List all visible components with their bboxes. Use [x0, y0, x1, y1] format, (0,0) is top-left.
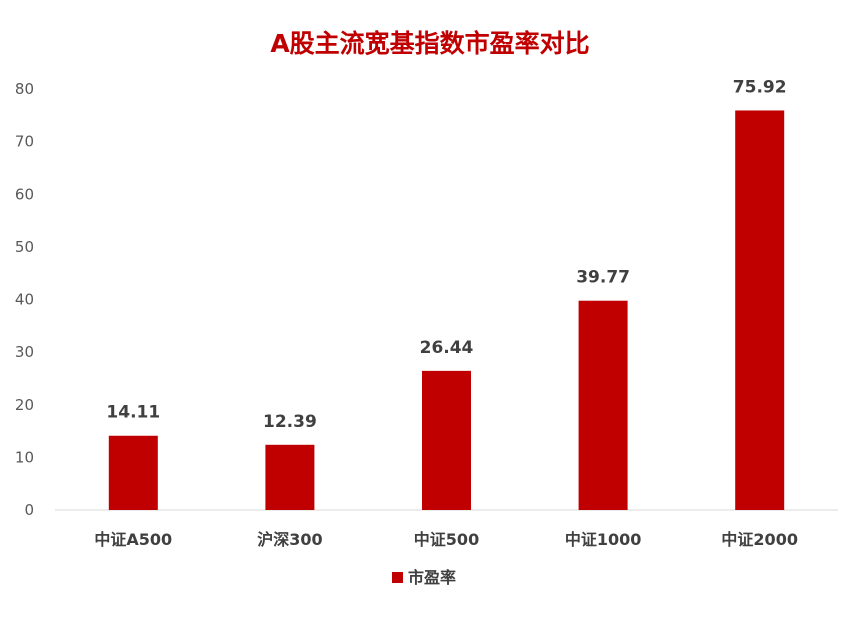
legend: 市盈率	[392, 568, 456, 587]
y-tick-label: 10	[15, 448, 34, 466]
data-label-1: 14.11	[106, 403, 160, 423]
y-tick-label: 0	[24, 501, 34, 519]
data-label-2: 12.39	[263, 412, 317, 432]
y-tick-label: 20	[15, 396, 34, 414]
y-tick-label: 30	[15, 343, 34, 361]
bar-2	[265, 444, 315, 510]
bar-4	[578, 300, 628, 510]
y-axis: 0 10 20 30 40 50 60 70 80	[15, 80, 34, 519]
y-tick-label: 60	[15, 185, 34, 203]
x-tick-label-3: 中证500	[414, 530, 479, 549]
y-tick-label: 80	[15, 80, 34, 98]
legend-swatch	[392, 572, 403, 583]
x-tick-label-5: 中证2000	[721, 530, 798, 549]
bar-5	[735, 110, 785, 510]
data-label-5: 75.92	[733, 77, 787, 97]
chart-title: A股主流宽基指数市盈率对比	[270, 29, 589, 58]
x-axis: 中证A500 沪深300 中证500 中证1000 中证2000	[94, 530, 798, 549]
data-label-3: 26.44	[420, 338, 474, 358]
y-tick-label: 70	[15, 133, 34, 151]
x-tick-label-2: 沪深300	[257, 530, 322, 549]
y-tick-label: 50	[15, 238, 34, 256]
bars	[108, 110, 785, 510]
data-labels: 14.11 12.39 26.44 39.77 75.92	[106, 77, 786, 431]
x-tick-label-1: 中证A500	[94, 530, 172, 549]
bar-3	[422, 370, 471, 510]
bar-1	[108, 435, 158, 510]
data-label-4: 39.77	[576, 268, 630, 288]
legend-label: 市盈率	[408, 568, 456, 587]
y-tick-label: 40	[15, 291, 34, 309]
x-tick-label-4: 中证1000	[565, 530, 642, 549]
